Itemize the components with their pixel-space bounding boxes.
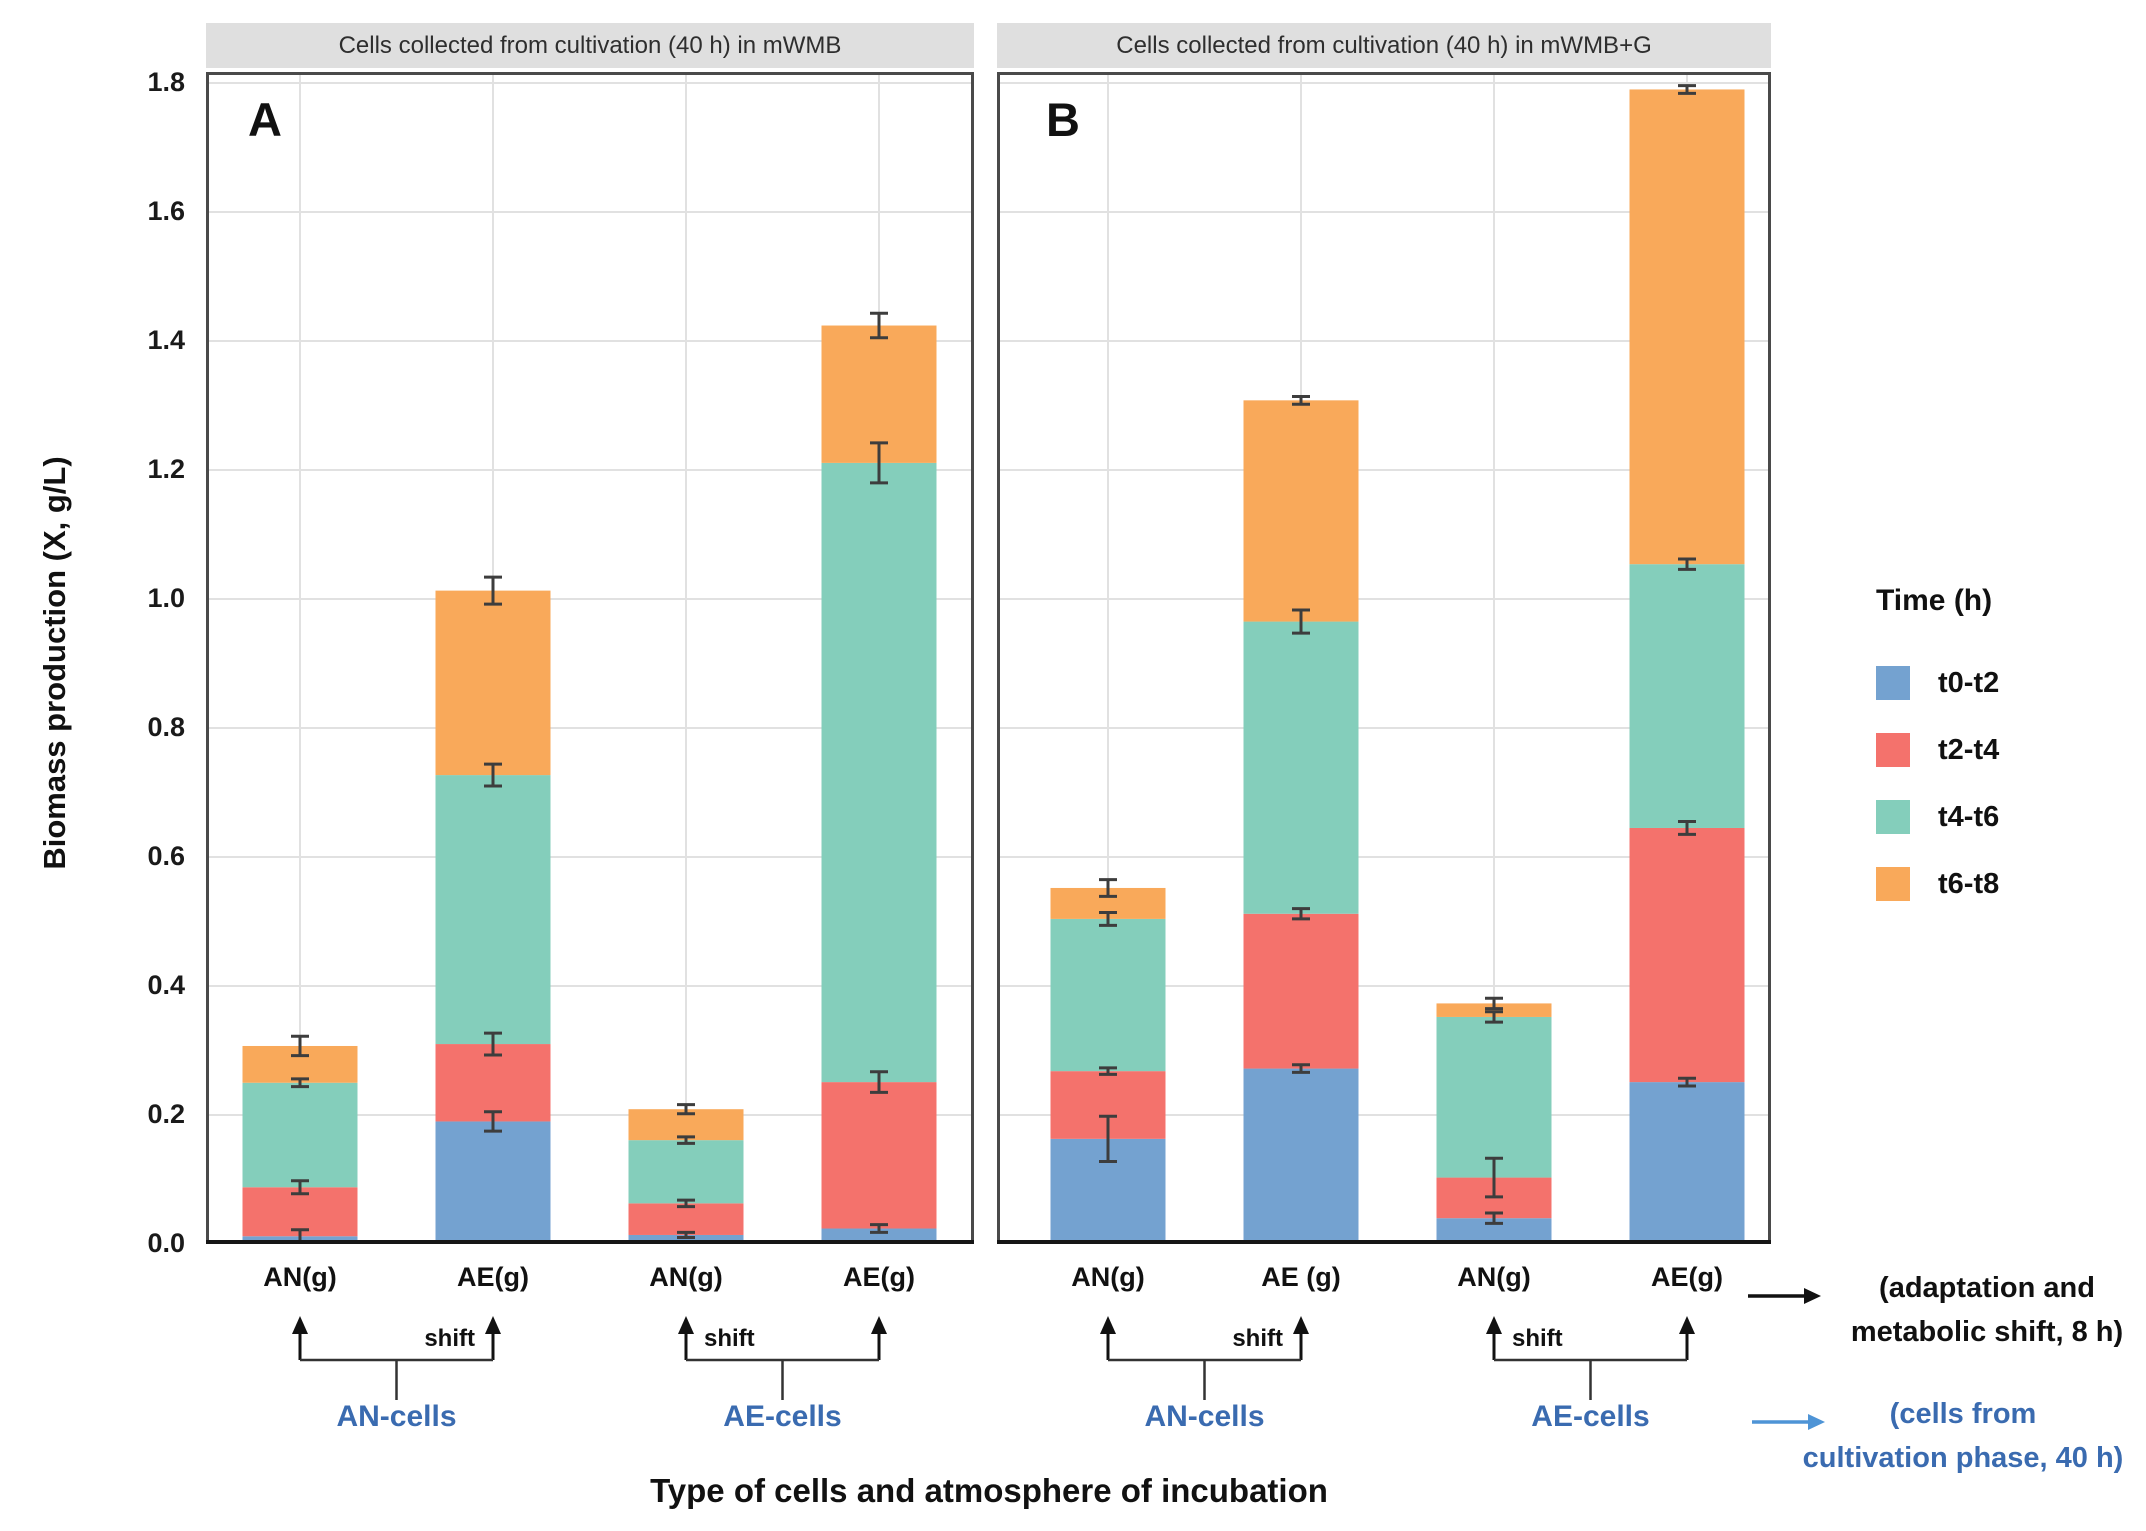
legend: Time (h) t0-t2 t2-t4 t4-t6 t6-t8 <box>1876 584 2144 934</box>
x-tick-label: AE(g) <box>843 1262 915 1292</box>
panel-a-title: Cells collected from cultivation (40 h) … <box>338 31 842 59</box>
up-arrow-icon <box>1100 1316 1116 1334</box>
bar-segment-t4-t6 <box>1050 918 1166 1072</box>
bar-segment-t0-t2 <box>1629 1082 1745 1244</box>
legend-label: t2-t4 <box>1938 733 2000 766</box>
bar-segment-t2-t4 <box>1243 913 1359 1069</box>
cells-from-note-line2: cultivation phase, 40 h) <box>1802 1442 2124 1474</box>
legend-item: t6-t8 <box>1876 867 2144 901</box>
group-label-an-cells: AN-cells <box>336 1400 457 1433</box>
up-arrow-icon <box>292 1316 308 1334</box>
bar-segment-t4-t6 <box>1243 621 1359 914</box>
legend-swatch-t2-t4 <box>1876 733 1910 767</box>
cells-from-note: (cells from cultivation phase, 40 h) <box>1780 1392 2146 1480</box>
group-label-ae-cells: AE-cells <box>1531 1400 1650 1433</box>
panel-a-plot <box>206 72 974 1244</box>
bar-segment-t6-t8 <box>435 590 551 776</box>
bar-segment-t6-t8 <box>1629 89 1745 565</box>
group-label-ae-cells: AE-cells <box>723 1400 842 1433</box>
adaptation-note: (adaptation and metabolic shift, 8 h) <box>1828 1266 2146 1354</box>
bar-segment-t4-t6 <box>435 775 551 1045</box>
bar-segment-t2-t4 <box>1629 827 1745 1083</box>
y-tick-label: 1.8 <box>147 67 185 97</box>
legend-item: t0-t2 <box>1876 666 2144 700</box>
y-tick-label: 0.6 <box>147 841 185 871</box>
bar-segment-t2-t4 <box>628 1203 744 1235</box>
x-axis-title: Type of cells and atmosphere of incubati… <box>650 1472 1328 1509</box>
x-tick-label: AN(g) <box>649 1262 723 1292</box>
legend-swatch-t6-t8 <box>1876 867 1910 901</box>
up-arrow-icon <box>1293 1316 1309 1334</box>
shift-label: shift <box>1232 1325 1283 1352</box>
up-arrow-icon <box>871 1316 887 1334</box>
legend-label: t6-t8 <box>1938 867 2000 900</box>
adaptation-note-line1: (adaptation and <box>1879 1272 2095 1304</box>
panel-b-label: B <box>1046 93 1080 146</box>
bar-segment-t2-t4 <box>242 1187 358 1237</box>
adaptation-note-line2: metabolic shift, 8 h) <box>1850 1316 2124 1348</box>
bar-segment-t0-t2 <box>435 1121 551 1244</box>
x-tick-label: AE(g) <box>457 1262 529 1292</box>
shift-label: shift <box>424 1325 475 1352</box>
x-tick-label: AE (g) <box>1261 1262 1341 1292</box>
y-tick-label: 1.6 <box>147 196 185 226</box>
up-arrow-icon <box>678 1316 694 1334</box>
legend-label: t4-t6 <box>1938 800 2000 833</box>
bar-segment-t6-t8 <box>1436 1003 1552 1017</box>
bar-segment-t2-t4 <box>435 1044 551 1122</box>
y-tick-label: 0.0 <box>147 1228 185 1258</box>
shift-label: shift <box>704 1325 755 1352</box>
panel-b-title: Cells collected from cultivation (40 h) … <box>1116 31 1652 59</box>
y-axis-title: Biomass production (X, g/L) <box>37 456 72 870</box>
x-tick-label: AN(g) <box>1457 1262 1531 1292</box>
panel-b-plot <box>997 72 1771 1244</box>
legend-swatch-t0-t2 <box>1876 666 1910 700</box>
group-label-an-cells: AN-cells <box>1144 1400 1265 1433</box>
y-tick-label: 0.8 <box>147 712 185 742</box>
cells-from-note-line1: (cells from <box>1889 1398 2037 1430</box>
legend-label: t0-t2 <box>1938 666 2000 699</box>
bottom-annotations: shift shift shift shift <box>292 1288 1825 1430</box>
bar-segment-t6-t8 <box>1243 400 1359 622</box>
legend-item: t4-t6 <box>1876 800 2144 834</box>
shift-label: shift <box>1512 1325 1563 1352</box>
bar-segment-t4-t6 <box>1436 1016 1552 1178</box>
legend-swatch-t4-t6 <box>1876 800 1910 834</box>
y-tick-label: 1.4 <box>147 325 185 355</box>
y-tick-label: 0.2 <box>147 1099 185 1129</box>
up-arrow-icon <box>485 1316 501 1334</box>
bar-segment-t6-t8 <box>821 325 937 463</box>
bar-segment-t0-t2 <box>1243 1068 1359 1244</box>
panel-a-label: A <box>248 93 282 146</box>
y-tick-label: 1.2 <box>147 454 185 484</box>
panel-a-header: Cells collected from cultivation (40 h) … <box>206 23 974 68</box>
bar-segment-t4-t6 <box>1629 564 1745 828</box>
bar-segment-t2-t4 <box>821 1082 937 1229</box>
y-tick-label: 0.4 <box>147 970 185 1000</box>
bar-segment-t0-t2 <box>628 1234 744 1244</box>
up-arrow-icon <box>1486 1316 1502 1334</box>
x-tick-label: AN(g) <box>263 1262 337 1292</box>
bar-segment-t4-t6 <box>628 1140 744 1204</box>
up-arrow-icon <box>1679 1316 1695 1334</box>
x-tick-label: AE(g) <box>1651 1262 1723 1292</box>
panel-b-header: Cells collected from cultivation (40 h) … <box>997 23 1771 68</box>
x-tick-label: AN(g) <box>1071 1262 1145 1292</box>
y-tick-label: 1.0 <box>147 583 185 613</box>
bar-segment-t4-t6 <box>242 1082 358 1188</box>
bar-segment-t4-t6 <box>821 462 937 1083</box>
legend-title: Time (h) <box>1876 584 1993 617</box>
legend-item: t2-t4 <box>1876 733 2144 767</box>
